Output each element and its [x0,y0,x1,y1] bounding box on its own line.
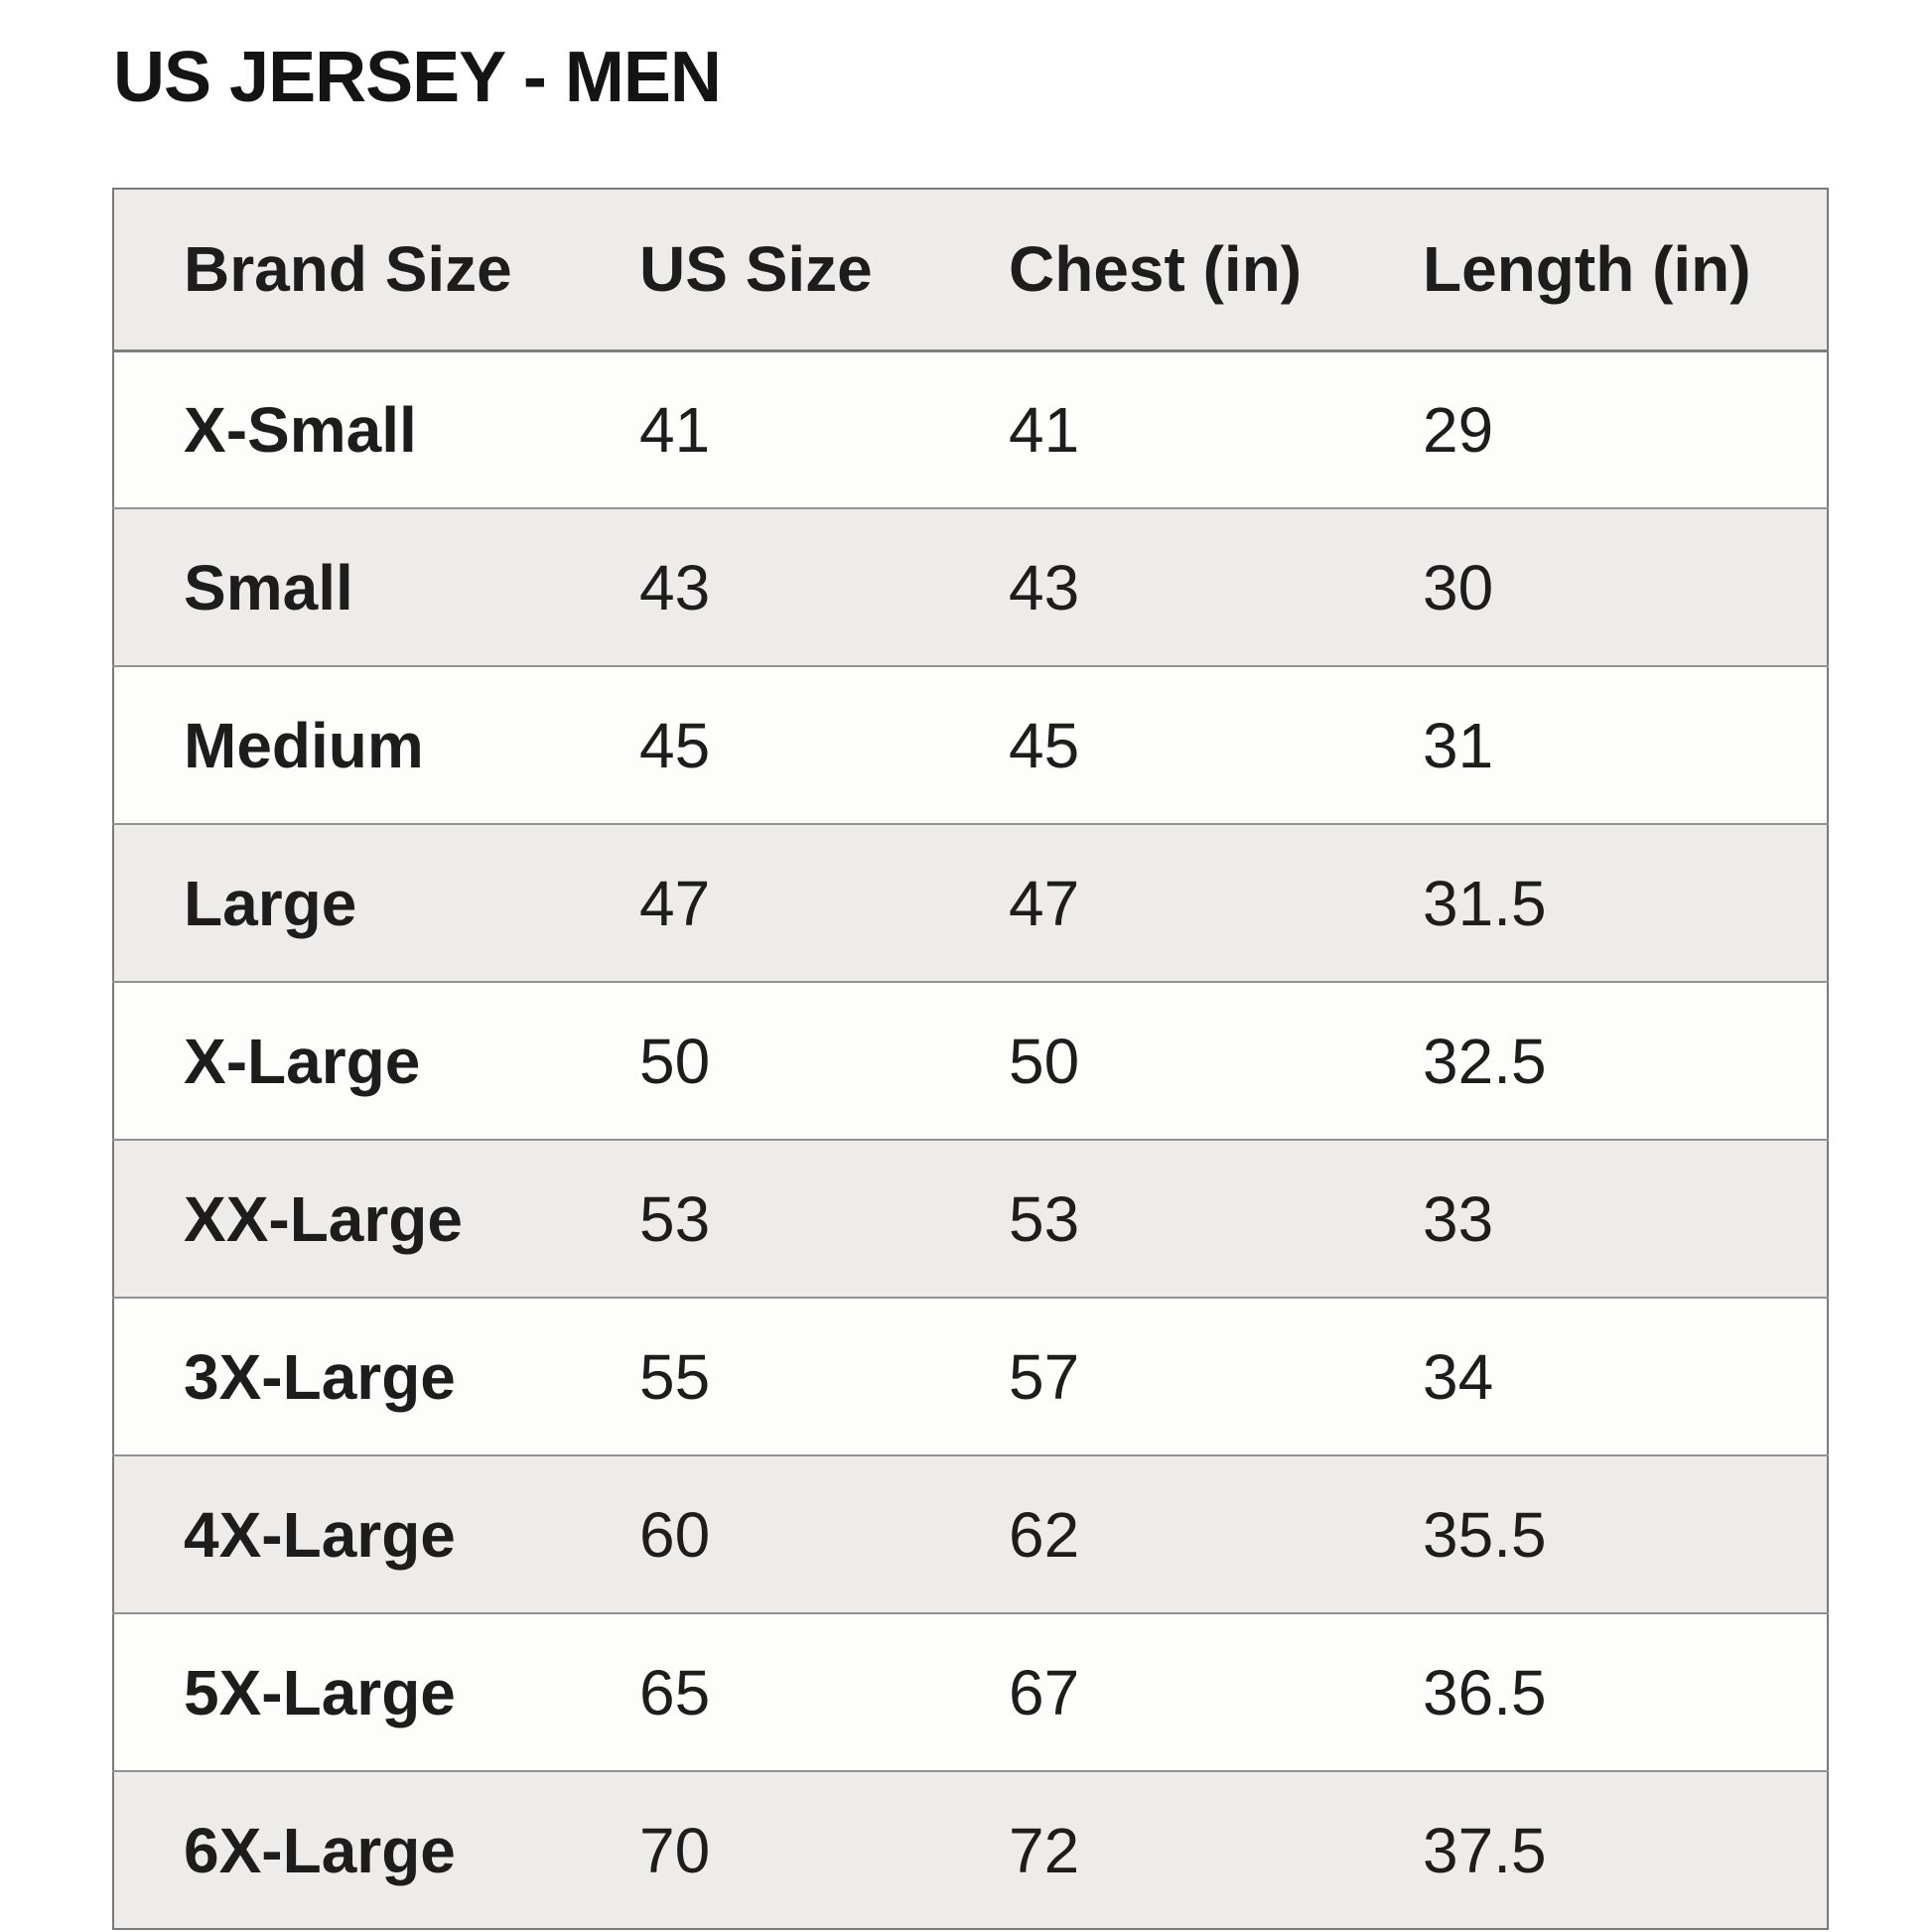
chest-cell: 53 [1009,1182,1080,1255]
brand-size-cell: 3X-Large [184,1340,456,1413]
us-size-cell: 47 [639,867,711,939]
table-row: X-Large 50 50 32.5 [113,982,1828,1140]
us-size-cell: 41 [639,393,711,466]
brand-size-cell: Small [184,551,353,623]
col-header-us-size: US Size [639,233,873,306]
table-row: Small 43 43 30 [113,508,1828,666]
us-size-cell: 50 [639,1025,711,1097]
us-size-cell: 45 [639,709,711,781]
length-cell: 30 [1423,551,1494,623]
table-row: XX-Large 53 53 33 [113,1140,1828,1298]
chest-cell: 57 [1009,1340,1080,1413]
table-row: 5X-Large 65 67 36.5 [113,1613,1828,1771]
table-row: 4X-Large 60 62 35.5 [113,1455,1828,1613]
brand-size-cell: Large [184,867,357,939]
length-cell: 33 [1423,1182,1494,1255]
table-row: 6X-Large 70 72 37.5 [113,1771,1828,1929]
us-size-cell: 43 [639,551,711,623]
length-cell: 34 [1423,1340,1494,1413]
brand-size-cell: 6X-Large [184,1814,456,1886]
size-table: Brand Size US Size Chest (in) Length (in… [112,188,1829,1930]
length-cell: 35.5 [1423,1498,1547,1571]
chest-cell: 43 [1009,551,1080,623]
brand-size-cell: X-Large [184,1025,421,1097]
brand-size-cell: 5X-Large [184,1656,456,1728]
col-header-chest: Chest (in) [1009,233,1303,306]
length-cell: 37.5 [1423,1814,1547,1886]
chest-cell: 50 [1009,1025,1080,1097]
brand-size-cell: 4X-Large [184,1498,456,1571]
length-cell: 31.5 [1423,867,1547,939]
chest-cell: 45 [1009,709,1080,781]
table-row: Large 47 47 31.5 [113,824,1828,982]
length-cell: 29 [1423,393,1494,466]
length-cell: 32.5 [1423,1025,1547,1097]
table-row: X-Small 41 41 29 [113,350,1828,508]
chest-cell: 41 [1009,393,1080,466]
chest-cell: 72 [1009,1814,1080,1886]
brand-size-cell: Medium [184,709,424,781]
col-header-length: Length (in) [1423,233,1751,306]
chest-cell: 47 [1009,867,1080,939]
table-row: Medium 45 45 31 [113,666,1828,824]
chest-cell: 62 [1009,1498,1080,1571]
page-title: US JERSEY - MEN [113,38,722,117]
chest-cell: 67 [1009,1656,1080,1728]
us-size-cell: 55 [639,1340,711,1413]
us-size-cell: 60 [639,1498,711,1571]
header-row: Brand Size US Size Chest (in) Length (in… [113,189,1828,350]
length-cell: 36.5 [1423,1656,1547,1728]
length-cell: 31 [1423,709,1494,781]
us-size-cell: 53 [639,1182,711,1255]
us-size-cell: 70 [639,1814,711,1886]
us-size-cell: 65 [639,1656,711,1728]
col-header-brand-size: Brand Size [184,233,512,306]
brand-size-cell: XX-Large [184,1182,463,1255]
brand-size-cell: X-Small [184,393,417,466]
table-row: 3X-Large 55 57 34 [113,1298,1828,1455]
